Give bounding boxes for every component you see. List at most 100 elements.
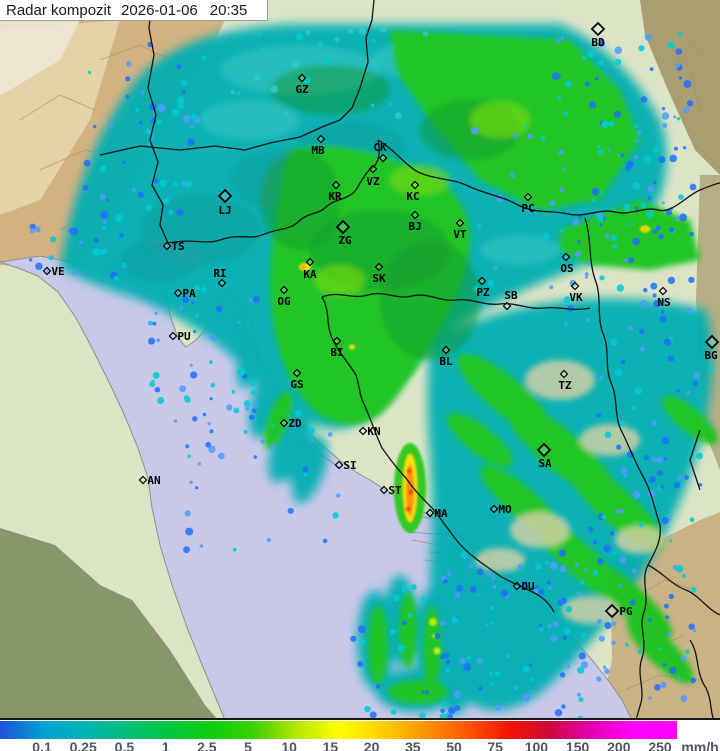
echo-speckle <box>676 117 681 121</box>
echo-speckle <box>49 236 57 243</box>
city-diamond-icon <box>604 603 620 619</box>
echo-speckle <box>448 706 456 715</box>
echo-speckle <box>614 46 623 55</box>
echo-speckle <box>193 329 197 334</box>
city-code-label: BG <box>704 349 718 362</box>
city-marker-ka: KA <box>303 257 317 281</box>
echo-speckle <box>252 401 259 409</box>
echo-speckle <box>232 547 237 552</box>
echo-speckle <box>544 560 550 565</box>
echo-speckle <box>527 133 533 140</box>
echo-speckle <box>632 490 641 499</box>
echo-speckle <box>251 408 257 414</box>
echo-speckle <box>370 103 375 107</box>
echo-speckle <box>445 668 450 674</box>
echo-speckle <box>578 696 584 703</box>
radar-speckle-layer <box>29 25 714 720</box>
echo-speckle <box>667 41 675 49</box>
city-code-label: VT <box>453 228 467 241</box>
echo-speckle <box>614 368 623 377</box>
echo-speckle <box>580 661 589 669</box>
city-diamond-icon <box>297 73 307 83</box>
echo-speckle <box>673 115 677 119</box>
echo-speckle <box>360 639 367 646</box>
echo-speckle <box>236 90 241 96</box>
echo-speckle <box>652 229 658 234</box>
echo-speckle <box>635 206 639 211</box>
city-code-label: SA <box>538 457 552 470</box>
echo-speckle <box>688 623 695 630</box>
echo-speckle <box>489 605 495 611</box>
echo-speckle <box>512 133 518 139</box>
radar-echo-layer <box>60 24 718 715</box>
echo-speckle <box>372 595 377 600</box>
city-diamond-icon <box>658 286 668 296</box>
echo-speckle <box>565 605 573 613</box>
echo-speckle <box>611 640 616 646</box>
border-layer <box>99 0 720 720</box>
echo-speckle <box>684 475 689 480</box>
echo-speckle <box>665 615 670 620</box>
city-marker-tz: TZ <box>558 369 572 392</box>
echo-speckle <box>295 33 304 41</box>
echo-speckle <box>121 262 127 269</box>
echo-speckle <box>243 429 248 434</box>
city-diamond-icon <box>590 21 606 37</box>
city-code-label: NS <box>657 296 670 309</box>
city-marker-bj: BJ <box>408 210 422 233</box>
echo-speckle <box>604 233 610 239</box>
echo-speckle <box>681 574 686 579</box>
echo-speckle <box>643 454 650 461</box>
echo-speckle <box>92 248 100 256</box>
echo-speckle <box>675 62 681 68</box>
echo-speckle <box>698 483 703 487</box>
echo-speckle <box>586 318 591 323</box>
city-code-label: PZ <box>476 286 490 299</box>
echo-speckle <box>625 642 629 647</box>
echo-speckle <box>597 558 604 565</box>
echo-speckle <box>248 298 253 303</box>
echo-speckle <box>598 375 604 381</box>
echo-speckle <box>598 635 606 642</box>
echo-speckle <box>29 223 36 230</box>
echo-speckle <box>466 655 471 660</box>
echo-speckle <box>393 594 401 602</box>
echo-speckle <box>563 296 571 304</box>
echo-speckle <box>140 90 145 95</box>
echo-speckle <box>270 85 279 93</box>
echo-speckle <box>371 38 376 44</box>
echo-speckle <box>686 100 694 107</box>
product-title: Radar kompozit <box>6 2 112 19</box>
echo-speckle <box>658 646 663 651</box>
echo-speckle <box>556 38 561 44</box>
echo-speckle <box>632 182 641 190</box>
echo-speckle <box>691 587 697 593</box>
legend-tick: 15 <box>322 739 339 751</box>
echo-speckle <box>192 416 198 422</box>
city-code-label: PG <box>619 605 633 618</box>
echo-speckle <box>644 155 652 164</box>
city-diamond-icon <box>305 257 315 267</box>
city-marker-sk: SK <box>372 262 386 285</box>
city-marker-og: OG <box>277 285 291 308</box>
echo-speckle <box>476 568 484 576</box>
echo-speckle <box>266 537 272 543</box>
echo-speckle <box>538 623 542 627</box>
city-code-label: CK <box>373 141 387 154</box>
echo-speckle <box>230 89 236 95</box>
echo-speckle <box>422 31 429 37</box>
echo-speckle <box>468 563 474 569</box>
title-bar: Radar kompozit 2026-01-06 20:35 <box>0 0 268 21</box>
echo-speckle <box>250 389 257 396</box>
city-marker-mb: MB <box>311 134 326 157</box>
echo-speckle <box>640 300 648 308</box>
echo-speckle <box>332 512 339 519</box>
echo-speckle <box>647 185 655 193</box>
echo-speckle <box>683 80 692 88</box>
echo-speckle <box>656 469 664 476</box>
echo-speckle <box>562 167 566 171</box>
city-diamond-icon <box>477 276 487 286</box>
echo-speckle <box>660 681 667 689</box>
echo-speckle <box>215 305 223 313</box>
echo-speckle <box>667 276 676 285</box>
